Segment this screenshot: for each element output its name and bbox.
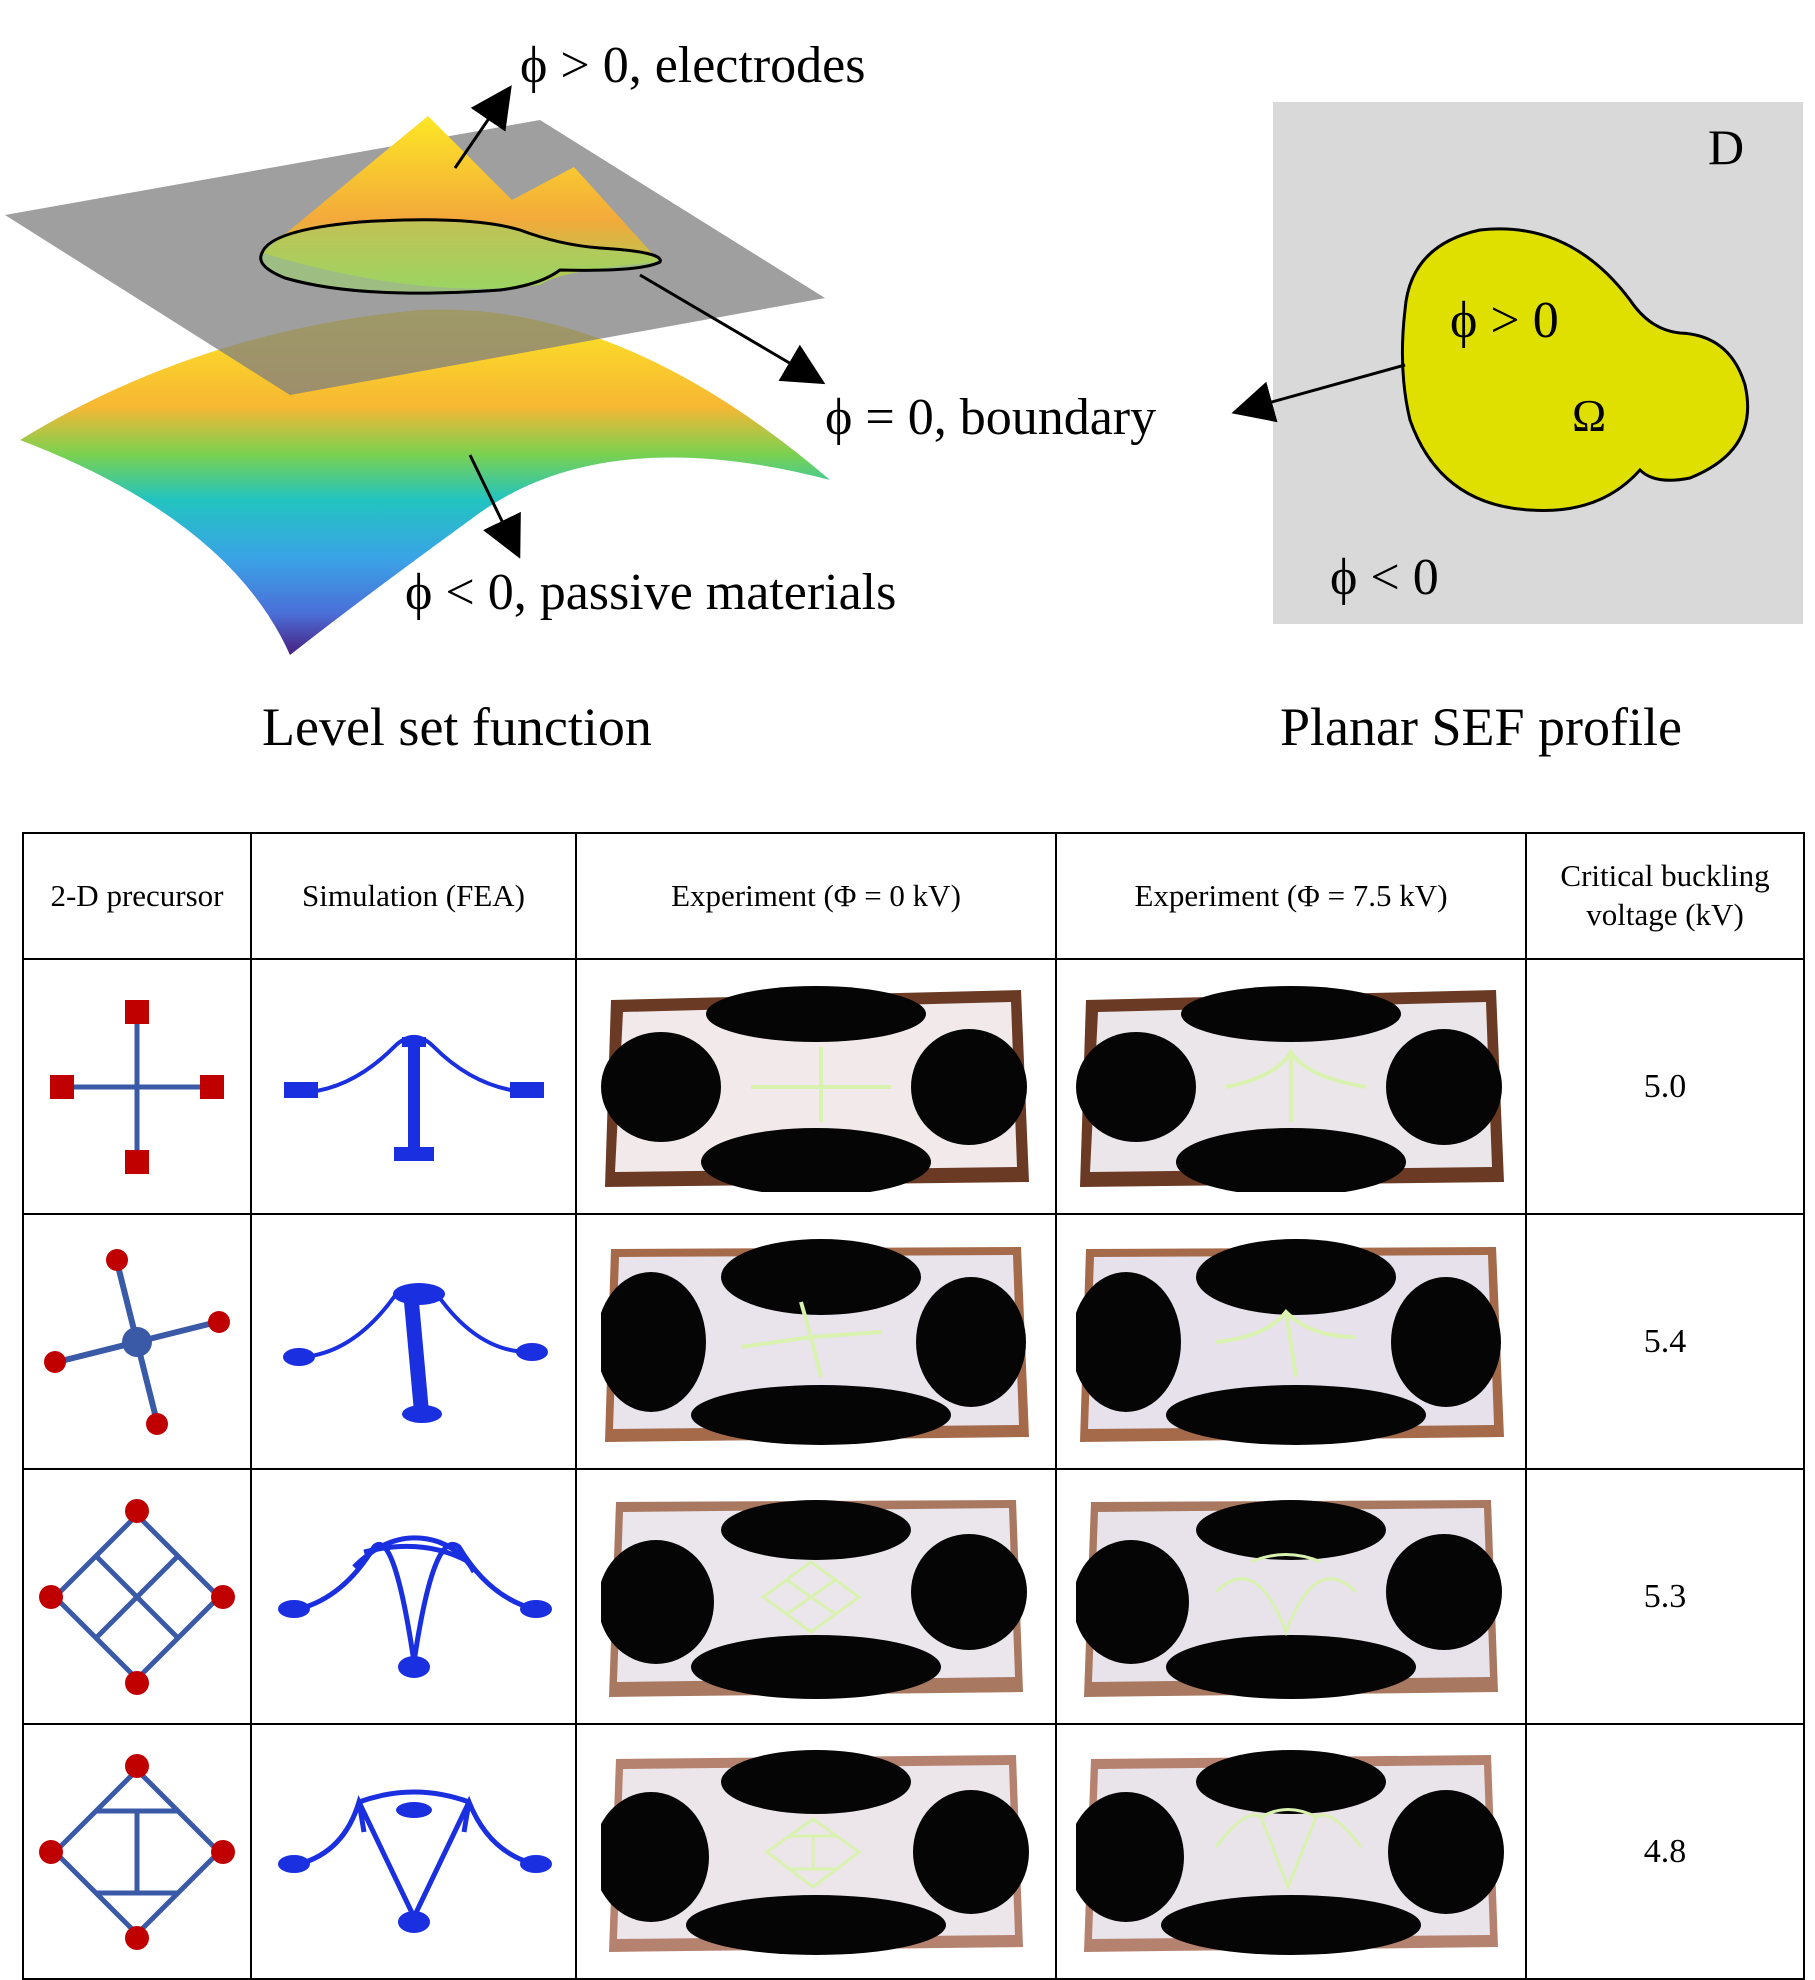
experiment-diamond-grid-0kv <box>575 1468 1057 1725</box>
level-set-figure: ϕ > 0, electrodes ϕ = 0, boundary ϕ < 0,… <box>0 0 1815 800</box>
planar-caption: Planar SEF profile <box>1280 697 1682 757</box>
experiment-cross-7-5kv <box>1055 958 1527 1215</box>
table-row: 4.8 <box>22 1723 1805 1980</box>
results-table: 2-D precursor Simulation (FEA) Experimen… <box>22 832 1805 1980</box>
level-set-caption: Level set function <box>262 697 652 757</box>
header-critical-voltage: Critical buckling voltage (kV) <box>1525 832 1805 960</box>
electrodes-arrow <box>453 85 512 169</box>
table-row: 5.4 <box>22 1213 1805 1470</box>
electrodes-label: ϕ > 0, electrodes <box>520 37 866 94</box>
boundary-contour <box>259 218 662 295</box>
simulation-diamond-i <box>250 1723 577 1980</box>
passive-arrow <box>468 454 521 559</box>
experiment-diamond-i-0kv <box>575 1723 1057 1980</box>
boundary-label: ϕ = 0, boundary <box>825 389 1157 446</box>
inside-label: ϕ > 0 <box>1450 292 1559 349</box>
table-row: 5.3 <box>22 1468 1805 1725</box>
header-simulation: Simulation (FEA) <box>250 832 577 960</box>
table-row: 5.0 <box>22 958 1805 1215</box>
omega-label: Ω <box>1572 390 1607 441</box>
simulation-diamond-grid <box>250 1468 577 1725</box>
experiment-diamond-grid-7-5kv <box>1055 1468 1527 1725</box>
voltage-value: 5.3 <box>1525 1468 1805 1725</box>
precursor-cross <box>22 958 252 1215</box>
precursor-diamond-grid <box>22 1468 252 1725</box>
boundary-arrow <box>639 273 826 385</box>
experiment-pinwheel-0kv <box>575 1213 1057 1470</box>
experiment-diamond-i-7-5kv <box>1055 1723 1527 1980</box>
header-experiment-0kv: Experiment (Φ = 0 kV) <box>575 832 1057 960</box>
header-experiment-7-5kv: Experiment (Φ = 7.5 kV) <box>1055 832 1527 960</box>
voltage-value: 4.8 <box>1525 1723 1805 1980</box>
precursor-diamond-i <box>22 1723 252 1980</box>
outside-label: ϕ < 0 <box>1330 549 1439 606</box>
header-precursor: 2-D precursor <box>22 832 252 960</box>
table-header-row: 2-D precursor Simulation (FEA) Experimen… <box>22 832 1805 960</box>
planar-boundary-arrow <box>1231 363 1406 423</box>
experiment-pinwheel-7-5kv <box>1055 1213 1527 1470</box>
simulation-cross <box>250 958 577 1215</box>
passive-label: ϕ < 0, passive materials <box>405 564 897 621</box>
simulation-pinwheel <box>250 1213 577 1470</box>
level-set-surface <box>20 309 830 655</box>
level-set-illustration <box>5 85 1803 655</box>
precursor-pinwheel <box>22 1213 252 1470</box>
domain-label: D <box>1708 119 1745 175</box>
voltage-value: 5.4 <box>1525 1213 1805 1470</box>
electrode-region-omega <box>1400 227 1750 512</box>
experiment-cross-0kv <box>575 958 1057 1215</box>
voltage-value: 5.0 <box>1525 958 1805 1215</box>
